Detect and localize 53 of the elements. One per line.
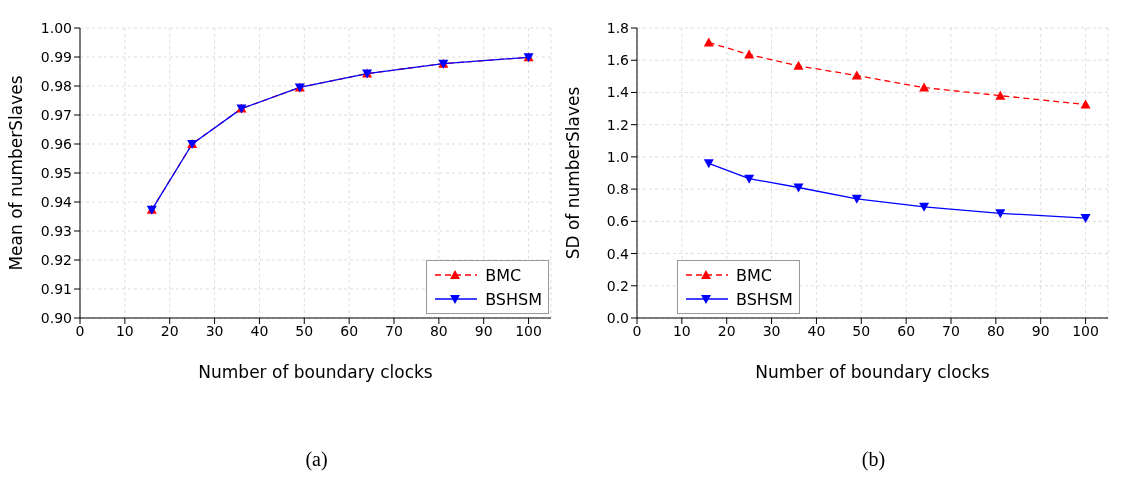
y-axis-title: Mean of numberSlaves	[6, 75, 27, 271]
legend-label: BMC	[485, 265, 522, 285]
y-tick-label: 0.2	[606, 277, 629, 294]
legend-label: BSHSM	[485, 289, 542, 309]
x-tick-label: 100	[515, 322, 542, 339]
y-tick-label: 1.0	[606, 148, 629, 165]
y-tick-label: 0.92	[40, 251, 72, 268]
x-tick-label: 100	[1072, 322, 1099, 339]
x-tick-label: 20	[717, 322, 736, 339]
y-tick-label: 1.4	[606, 84, 630, 101]
x-tick-label: 80	[986, 322, 1005, 339]
x-tick-label: 30	[762, 322, 781, 339]
x-tick-label: 10	[672, 322, 691, 339]
x-tick-label: 80	[429, 322, 448, 339]
y-tick-label: 1.00	[40, 19, 72, 36]
y-tick-label: 0.98	[40, 77, 72, 94]
x-tick-label: 60	[897, 322, 916, 339]
x-tick-label: 40	[250, 322, 269, 339]
y-tick-label: 0.96	[40, 135, 73, 152]
legend-label: BSHSM	[736, 289, 793, 309]
y-tick-label: 0.91	[40, 280, 72, 297]
x-tick-label: 0	[632, 322, 642, 339]
y-tick-label: 1.8	[606, 19, 629, 36]
y-tick-label: 0.94	[40, 193, 73, 210]
x-tick-label: 70	[385, 322, 403, 339]
x-tick-label: 90	[1031, 322, 1050, 339]
x-tick-label: 90	[474, 322, 493, 339]
y-tick-label: 1.6	[606, 52, 630, 69]
x-tick-label: 20	[160, 322, 179, 339]
y-axis-title: SD of numberSlaves	[563, 86, 584, 260]
y-tick-label: 0.6	[606, 213, 630, 230]
x-tick-label: 30	[205, 322, 224, 339]
x-axis-title: Number of boundary clocks	[198, 362, 433, 382]
x-tick-label: 10	[115, 322, 134, 339]
y-tick-label: 0.99	[40, 48, 72, 65]
x-tick-label: 70	[942, 322, 960, 339]
y-tick-label: 0.90	[40, 309, 72, 326]
y-tick-label: 0.93	[40, 222, 72, 239]
x-tick-label: 50	[295, 322, 314, 339]
y-tick-label: 0.4	[606, 245, 630, 262]
text: (b)	[860, 448, 887, 471]
x-tick-label: 60	[340, 322, 359, 339]
y-tick-label: 1.2	[606, 116, 629, 133]
text: (a)	[304, 448, 329, 471]
y-tick-label: 0.8	[606, 181, 629, 198]
x-axis-title: Number of boundary clocks	[755, 362, 990, 382]
x-tick-label: 50	[852, 322, 871, 339]
y-tick-label: 0.0	[606, 309, 629, 326]
x-tick-label: 40	[807, 322, 826, 339]
y-tick-label: 0.97	[40, 106, 72, 123]
y-tick-label: 0.95	[40, 164, 72, 181]
x-tick-label: 0	[75, 322, 85, 339]
legend-label: BMC	[736, 265, 772, 285]
